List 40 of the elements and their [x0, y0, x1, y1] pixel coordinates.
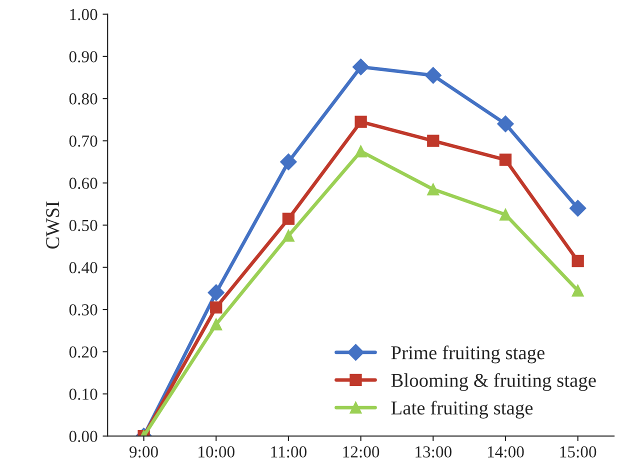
x-tick-label: 13:00: [416, 446, 452, 458]
y-tick-label: 0.50: [69, 220, 98, 232]
y-tick-label: 1.00: [70, 8, 98, 20]
x-tick-label: 12:00: [343, 446, 380, 458]
point: [424, 67, 442, 84]
y-axis-title: CWSI: [46, 202, 60, 249]
point: [354, 145, 367, 158]
y-tick-label: 0.20: [69, 346, 98, 358]
y-tick-label: 0.00: [69, 430, 98, 442]
point: [572, 254, 584, 268]
point: [569, 200, 586, 217]
point: [280, 153, 297, 170]
point: [352, 58, 370, 76]
x-tick-label: 9:00: [130, 446, 158, 458]
point: [427, 183, 440, 196]
x-tick-label: 15:00: [560, 446, 596, 458]
point: [427, 134, 440, 147]
y-tick-label: 0.80: [69, 93, 98, 105]
point: [499, 154, 512, 166]
y-tick-label: 0.90: [69, 51, 98, 62]
x-tick-label: 14:00: [488, 446, 524, 458]
y-tick-label: 0.10: [69, 388, 98, 400]
point: [497, 116, 514, 132]
y-tick-label: 0.40: [69, 262, 98, 274]
point: [282, 212, 295, 225]
point: [499, 208, 512, 221]
x-tick-label: 10:00: [198, 446, 234, 458]
y-tick-label: 0.70: [69, 135, 98, 147]
point: [208, 284, 224, 302]
point: [572, 284, 584, 297]
legend-label: Blooming & fruiting stage: [391, 373, 596, 391]
legend-label: Late fruiting stage: [391, 400, 533, 419]
y-tick-label: 0.30: [69, 304, 98, 316]
point: [210, 318, 222, 330]
y-tick-label: 0.60: [69, 178, 98, 189]
legend-label: Prime fruiting stage: [391, 345, 545, 364]
point: [354, 116, 367, 128]
point: [210, 301, 222, 314]
point: [282, 230, 295, 242]
x-tick-label: 11:00: [271, 446, 306, 458]
